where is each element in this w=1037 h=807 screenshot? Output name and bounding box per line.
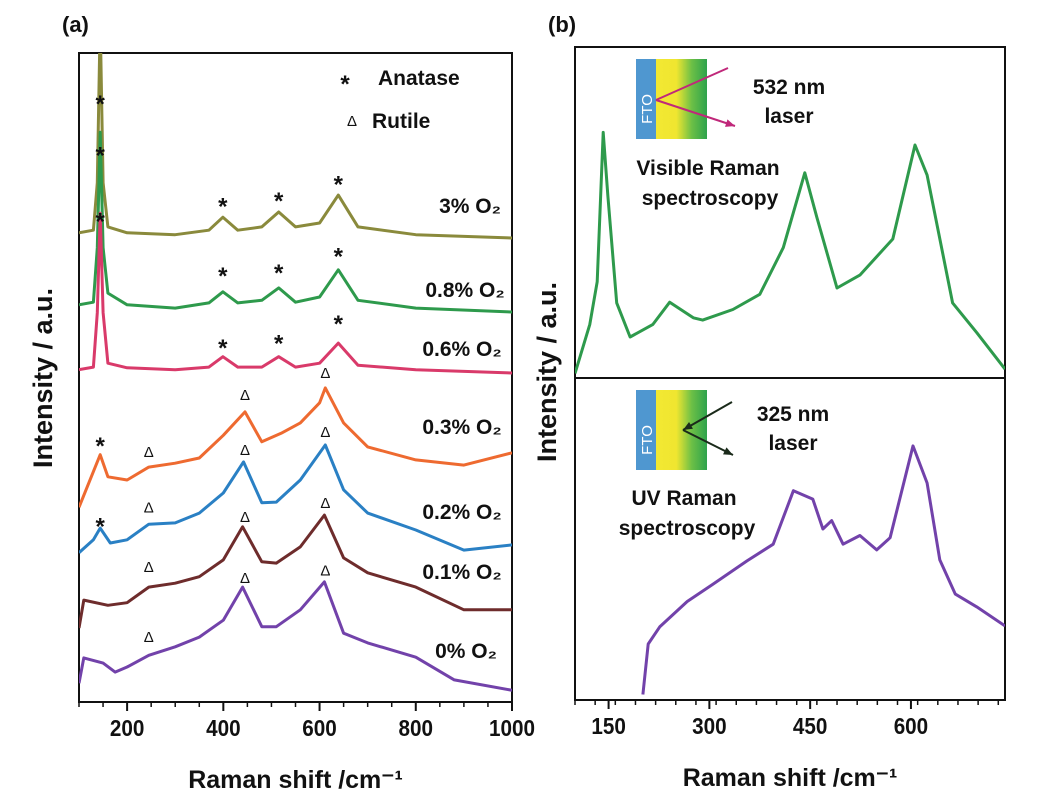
- series-line-1: [79, 130, 512, 314]
- anatase-marker: *: [218, 263, 228, 290]
- rutile-marker: Δ: [144, 629, 154, 646]
- x-tick-label: 450: [793, 713, 828, 739]
- series-line-2: [79, 211, 512, 375]
- series-label: 0.3% O₂: [422, 416, 501, 439]
- technique-caption: Visible Raman: [636, 157, 779, 180]
- series-line-0: [79, 53, 512, 240]
- anatase-marker: *: [334, 171, 344, 198]
- series-line-b-top: [575, 130, 1005, 374]
- laser-label: laser: [768, 432, 817, 455]
- series-label: 0.1% O₂: [422, 561, 501, 584]
- arrow-head-icon: [725, 119, 735, 127]
- rutile-marker: Δ: [240, 509, 250, 526]
- rutile-marker: Δ: [320, 562, 330, 579]
- anatase-marker: *: [95, 143, 105, 170]
- rutile-marker: Δ: [320, 424, 330, 441]
- laser-wavelength: 532 nm: [753, 76, 825, 99]
- anatase-marker: *: [95, 513, 105, 540]
- rutile-marker: Δ: [240, 442, 250, 459]
- anatase-marker: *: [334, 311, 344, 338]
- laser-wavelength: 325 nm: [757, 403, 829, 426]
- x-tick-label: 800: [399, 715, 434, 741]
- x-tick-label: 200: [110, 715, 145, 741]
- legend-anatase-symbol: *: [340, 71, 350, 98]
- scattered-light-arrow: [682, 429, 734, 456]
- series-label: 0.8% O₂: [425, 279, 504, 302]
- technique-caption: spectroscopy: [619, 517, 756, 540]
- scattered-light-arrow: [655, 99, 736, 127]
- rutile-marker: Δ: [320, 365, 330, 382]
- anatase-marker: *: [95, 91, 105, 118]
- y-axis-title-b: Intensity / a.u.: [532, 282, 562, 462]
- x-tick-label: 150: [591, 713, 626, 739]
- series-line-6: [79, 580, 512, 692]
- anatase-marker: *: [218, 335, 228, 362]
- fto-label: FTO: [639, 425, 656, 455]
- x-tick-label: 1000: [489, 715, 535, 741]
- series-label: 0.6% O₂: [422, 338, 501, 361]
- anatase-marker: *: [274, 330, 284, 357]
- series-label: 0.2% O₂: [422, 501, 501, 524]
- incident-laser-arrow: [655, 67, 729, 101]
- arrow-head-icon: [683, 422, 693, 430]
- series-line-b-bottom: [641, 444, 1005, 695]
- rutile-marker: Δ: [240, 387, 250, 404]
- y-axis-title: Intensity / a.u.: [28, 288, 58, 468]
- sample-inset: FTO 325 nm laser UV Raman spectroscopy: [619, 390, 829, 540]
- rutile-marker: Δ: [144, 559, 154, 576]
- anatase-marker: *: [334, 243, 344, 270]
- x-tick-label: 600: [302, 715, 337, 741]
- series-label: 0% O₂: [435, 640, 497, 663]
- fto-layer: [636, 59, 656, 139]
- anatase-marker: *: [95, 208, 105, 235]
- tio2-layer: [656, 390, 707, 470]
- technique-caption: UV Raman: [631, 487, 736, 510]
- technique-caption: spectroscopy: [642, 187, 779, 210]
- legend: * Anatase Δ Rutile: [340, 67, 459, 133]
- fto-label: FTO: [639, 94, 656, 124]
- panel-a-label: (a): [62, 12, 89, 37]
- x-axis: 150 300 450 600 Raman shift /cm⁻¹: [574, 700, 1000, 792]
- rutile-marker: Δ: [144, 499, 154, 516]
- series-line-4: [79, 443, 512, 554]
- x-tick-label: 400: [206, 715, 241, 741]
- panel-a-frame: [78, 52, 513, 703]
- series-line-3: [79, 386, 512, 508]
- rutile-marker: Δ: [240, 570, 250, 587]
- sample-inset: FTO 532 nm laser Visible Raman spectroscopy: [636, 59, 825, 210]
- anatase-marker: *: [218, 193, 228, 220]
- x-axis-title: Raman shift /cm⁻¹: [188, 766, 403, 794]
- anatase-marker: *: [95, 433, 105, 460]
- series-line-5: [79, 513, 512, 629]
- x-tick-label: 600: [894, 713, 929, 739]
- arrow-head-icon: [723, 447, 733, 455]
- series-label: 3% O₂: [439, 195, 501, 218]
- anatase-marker: *: [274, 260, 284, 287]
- fto-layer: [636, 390, 656, 470]
- rutile-marker: Δ: [144, 444, 154, 461]
- x-axis: 200 400 600 800 1000 Raman shift /cm⁻¹: [78, 702, 535, 794]
- legend-anatase-label: Anatase: [378, 67, 460, 90]
- incident-laser-arrow: [682, 401, 733, 431]
- legend-rutile-label: Rutile: [372, 110, 430, 133]
- tio2-layer: [656, 59, 707, 139]
- legend-rutile-symbol: Δ: [347, 113, 357, 130]
- panel-b-label: (b): [548, 12, 576, 37]
- anatase-marker: *: [274, 188, 284, 215]
- rutile-marker: Δ: [320, 495, 330, 512]
- panel-b-frame: [574, 46, 1006, 701]
- x-tick-label: 300: [692, 713, 727, 739]
- x-axis-title: Raman shift /cm⁻¹: [683, 764, 898, 792]
- laser-label: laser: [764, 105, 813, 128]
